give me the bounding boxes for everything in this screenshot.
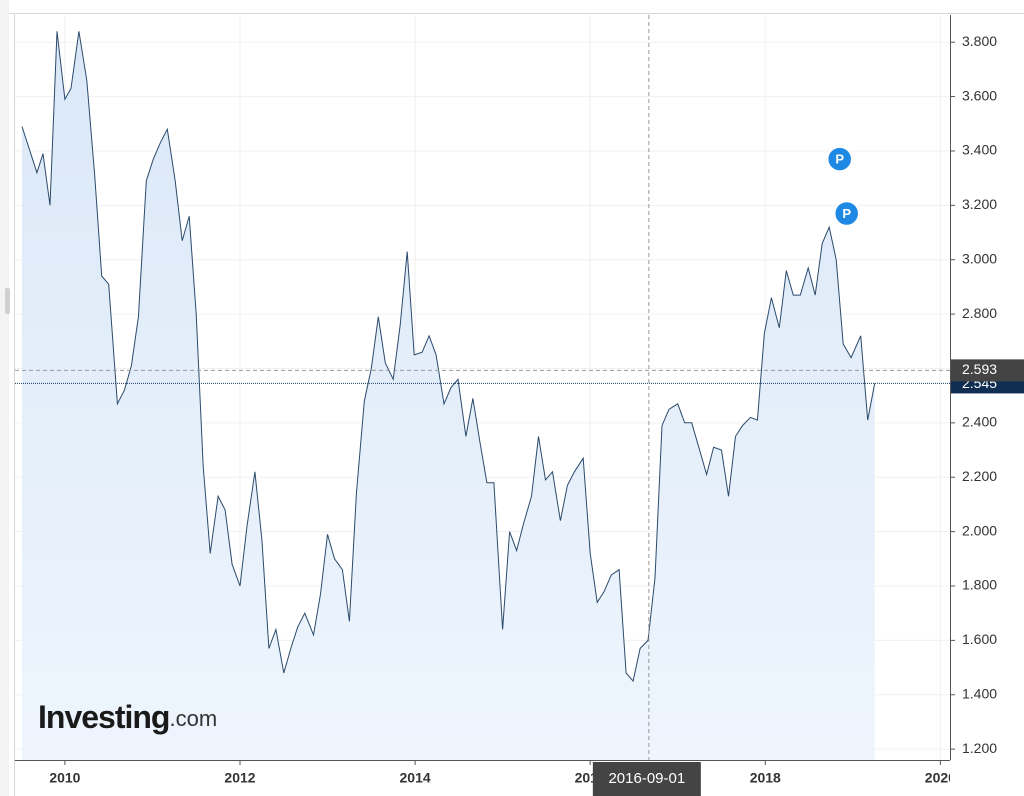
y-tick-label: 2.400 [962,414,997,430]
y-tick-label: 1.200 [962,740,997,756]
side-handle[interactable] [5,288,10,314]
y-tick-label: 3.800 [962,33,997,49]
brand-name: Investing [38,699,169,735]
x-tick-label: 2014 [400,770,431,786]
y-tick-label: 3.000 [962,250,997,266]
y-tick-label: 1.400 [962,685,997,701]
y-tick-label: 2.200 [962,468,997,484]
y-tick-label: 1.600 [962,631,997,647]
y-tick-label: 3.600 [962,87,997,103]
area-fill [22,31,875,760]
y-tick-label: 3.400 [962,142,997,158]
x-tick-label: 2012 [224,770,255,786]
side-bar [0,0,9,796]
annotation-label[interactable]: P [835,152,844,167]
y-tick-label: 3.200 [962,196,997,212]
annotation-marker[interactable] [833,200,860,227]
crosshair-x-box [592,762,701,796]
x-tick-label: 2020 [925,770,956,786]
plot-area [15,15,950,760]
x-tick-label: 2018 [750,770,781,786]
brand-suffix: .com [169,706,217,731]
y-tick-label: 1.800 [962,577,997,593]
brand-logo: Investing.com [38,699,217,735]
crosshair-y-label: 2.593 [962,361,997,377]
annotation-label[interactable]: P [842,206,851,221]
crosshair-x-label: 2016-09-01 [608,770,685,787]
crosshair-y-box [951,359,1024,382]
line [21,31,876,683]
y-tick-label: 2.000 [962,522,997,538]
annotation-marker[interactable] [826,146,853,172]
y-tick-label: 2.800 [962,305,997,321]
x-tick-label: 2010 [49,770,80,786]
